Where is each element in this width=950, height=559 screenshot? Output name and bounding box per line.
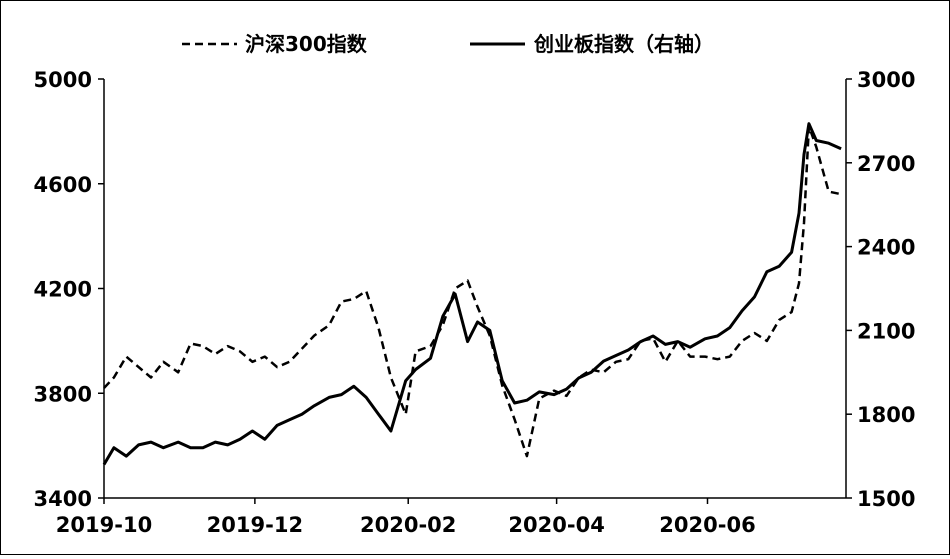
- y-right-tick-label: 1500: [857, 487, 915, 511]
- y-left-tick-label: 4200: [34, 278, 92, 302]
- legend: 沪深300指数 创业板指数（右轴）: [182, 32, 714, 56]
- series-lines: [102, 122, 842, 466]
- y-right-tick-label: 3000: [857, 68, 915, 92]
- x-tick-label: 2020-04: [508, 513, 604, 537]
- x-tick-label: 2019-12: [207, 513, 303, 537]
- x-tick-label: 2020-02: [360, 513, 456, 537]
- y-left-tick-label: 3800: [34, 382, 92, 406]
- x-tick-label: 2019-10: [56, 513, 152, 537]
- series-line-chinext: [102, 122, 842, 466]
- legend-label-hs300: 沪深300指数: [245, 32, 368, 56]
- legend-label-chinext: 创业板指数（右轴）: [533, 32, 714, 56]
- y-left-tick-label: 5000: [34, 68, 92, 92]
- y-right-tick-label: 2400: [857, 236, 915, 260]
- y-left-tick-label: 4600: [34, 173, 92, 197]
- series-line-hs300: [103, 124, 842, 458]
- x-tick-label: 2020-06: [659, 513, 755, 537]
- axes: 3400 3800 4200 4600 5000 1500 1800 2100 2400 2700…: [34, 68, 916, 537]
- y-left-tick-label: 3400: [34, 487, 92, 511]
- y-right-tick-label: 1800: [857, 403, 915, 427]
- y-right-tick-label: 2100: [857, 319, 915, 343]
- y-right-tick-label: 2700: [857, 152, 915, 176]
